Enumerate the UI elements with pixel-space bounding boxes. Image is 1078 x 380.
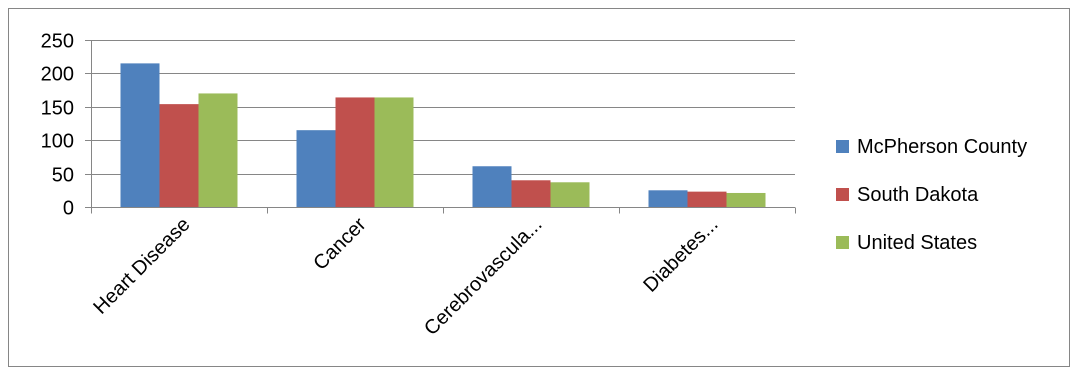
bar-mcpherson-county-2 (472, 166, 512, 207)
bar-mcpherson-county-0 (120, 63, 160, 207)
bar-south-dakota-1 (335, 97, 375, 207)
y-tick-label: 50 (52, 165, 74, 187)
bar-united-states-2 (550, 182, 590, 207)
bar-south-dakota-0 (159, 104, 199, 207)
y-tick-labels: 0 50 100 150 200 250 (41, 31, 74, 220)
bar-united-states-1 (374, 97, 414, 207)
y-tick-label: 150 (41, 98, 74, 120)
bars (120, 63, 766, 207)
bar-south-dakota-3 (687, 191, 727, 207)
legend-swatch (836, 140, 849, 153)
y-tick-label: 200 (41, 64, 74, 86)
y-tick-label: 250 (41, 31, 74, 53)
bar-united-states-3 (726, 192, 766, 207)
y-tick-label: 0 (63, 198, 74, 220)
legend: McPherson County South Dakota United State… (836, 136, 1027, 254)
bar-south-dakota-2 (511, 180, 551, 207)
axes (85, 40, 796, 214)
legend-swatch (836, 236, 849, 249)
legend-label: McPherson County (857, 136, 1027, 158)
legend-label: United States (857, 232, 977, 254)
legend-swatch (836, 188, 849, 201)
bar-mcpherson-county-3 (648, 190, 688, 207)
legend-label: South Dakota (857, 184, 979, 206)
bar-mcpherson-county-1 (296, 130, 336, 207)
y-tick-label: 100 (41, 131, 74, 153)
bar-united-states-0 (198, 93, 238, 207)
